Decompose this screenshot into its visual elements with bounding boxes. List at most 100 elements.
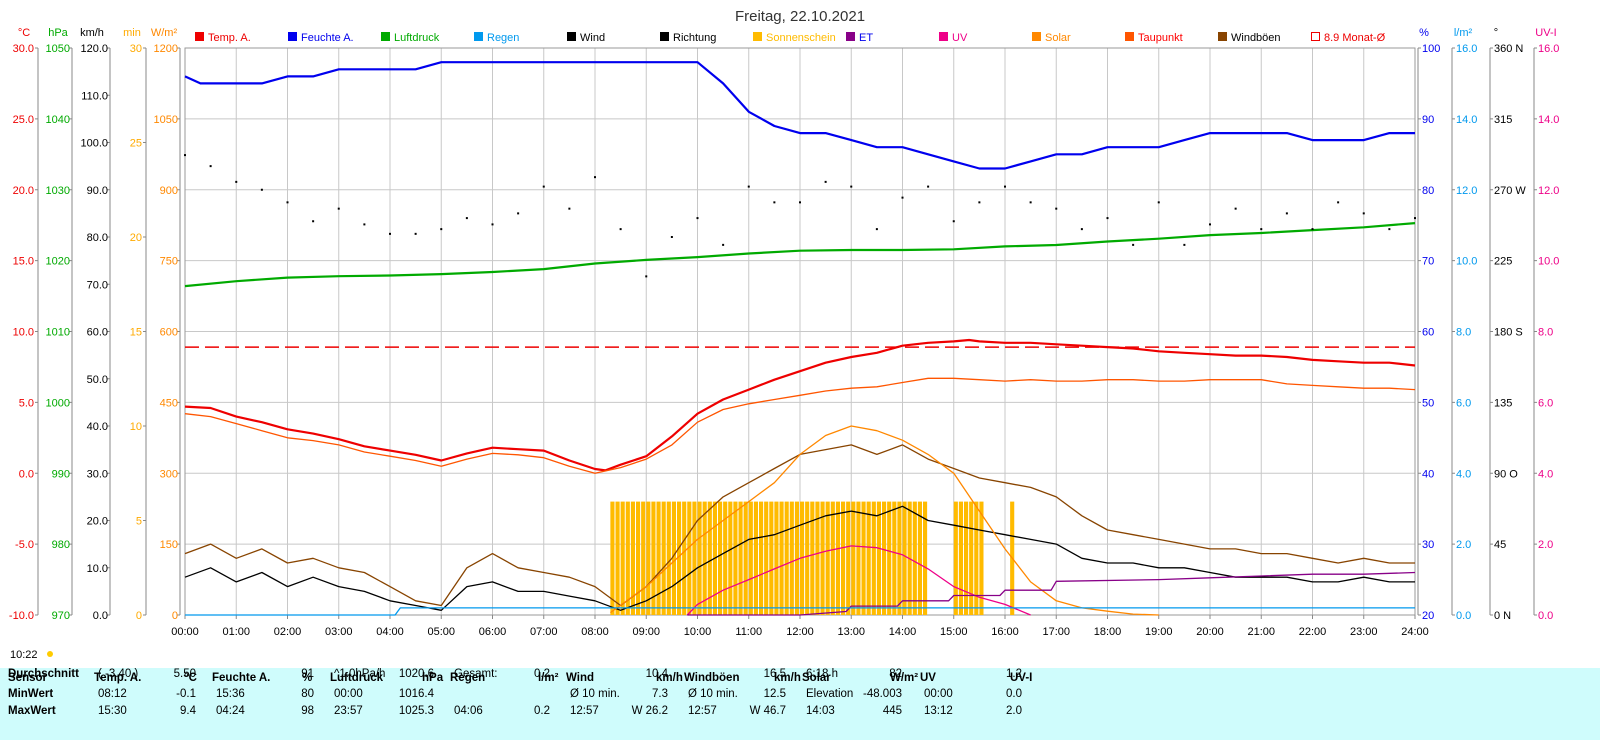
x-tick-label: 12:00 bbox=[786, 626, 814, 638]
rain-tick-label: 8.0 bbox=[1456, 327, 1471, 339]
sunshine-bar bbox=[661, 501, 666, 615]
legend-label: UV bbox=[952, 32, 968, 44]
sunshine-tick-label: 20 bbox=[130, 232, 142, 244]
rain-tick-label: 0.0 bbox=[1456, 610, 1471, 622]
solar-tick-label: 750 bbox=[160, 256, 178, 268]
sunshine-bar bbox=[912, 501, 917, 615]
pressure-tick-label: 970 bbox=[52, 610, 70, 622]
sunshine-bar bbox=[702, 501, 707, 615]
sunshine-bar bbox=[728, 501, 733, 615]
x-tick-label: 24:00 bbox=[1401, 626, 1429, 638]
wind-tick-label: 70.0 bbox=[87, 279, 108, 291]
right-axes: 100 90 80 70 60 50 40 30 20% 16.0 14.0 12.0 10.0 8.0 6… bbox=[1417, 27, 1559, 622]
humidity-tick-label: 30 bbox=[1422, 539, 1434, 551]
legend-label: ET bbox=[859, 32, 873, 44]
sunshine-bar bbox=[625, 501, 630, 615]
x-tick-label: 09:00 bbox=[632, 626, 660, 638]
sunshine-bar bbox=[958, 501, 963, 615]
direction-point bbox=[1260, 228, 1263, 231]
series-line-wind bbox=[184, 505, 1415, 611]
series-line-regen bbox=[185, 607, 1415, 616]
humidity-tick-label: 100 bbox=[1422, 43, 1440, 55]
sunshine-tick-label: 25 bbox=[130, 138, 142, 150]
sunshine-bar bbox=[820, 501, 825, 615]
solar-unit-label: W/m² bbox=[151, 27, 178, 39]
sunshine-bar bbox=[835, 501, 840, 615]
stats-value: 0.2 bbox=[534, 705, 550, 717]
stats-unit: % bbox=[302, 672, 313, 684]
sunshine-bar bbox=[789, 501, 794, 615]
direction-point bbox=[927, 185, 930, 188]
stats-value: 91 bbox=[301, 668, 314, 680]
x-tick-label: 21:00 bbox=[1247, 626, 1275, 638]
legend-swatch bbox=[288, 32, 297, 41]
sunshine-bar bbox=[841, 501, 846, 615]
temp-tick-label: 30.0 bbox=[13, 43, 34, 55]
x-tick-label: 23:00 bbox=[1350, 626, 1378, 638]
sunshine-bar bbox=[641, 501, 646, 615]
stats-value: 12.5 bbox=[763, 688, 786, 700]
x-tick-label: 06:00 bbox=[479, 626, 507, 638]
solar-tick-label: 450 bbox=[160, 397, 178, 409]
solar-tick-label: 900 bbox=[160, 185, 178, 197]
rain-tick-label: 2.0 bbox=[1456, 539, 1471, 551]
humidity-tick-label: 40 bbox=[1422, 468, 1434, 480]
direction-point bbox=[337, 207, 340, 210]
uv-unit-label: UV-I bbox=[1535, 27, 1556, 39]
direction-point bbox=[1388, 228, 1391, 231]
pressure-unit-label: hPa bbox=[48, 27, 68, 39]
series-line-uv bbox=[686, 545, 1031, 616]
stats-time: ^1.0hPa/h bbox=[334, 668, 386, 680]
uv-tick-label: 12.0 bbox=[1538, 185, 1559, 197]
solar-tick-label: 300 bbox=[160, 468, 178, 480]
sunshine-bar bbox=[815, 501, 820, 615]
humidity-tick-label: 20 bbox=[1422, 610, 1434, 622]
solar-tick-label: 1050 bbox=[154, 114, 178, 126]
stats-value: -0.1 bbox=[176, 688, 196, 700]
stats-unit: UV-I bbox=[1010, 672, 1033, 684]
legend-label: 8.9 Monat-Ø bbox=[1324, 32, 1386, 44]
rain-tick-label: 10.0 bbox=[1456, 256, 1477, 268]
stats-value: 82 bbox=[889, 668, 902, 680]
direction-point bbox=[1414, 217, 1416, 220]
x-tick-label: 18:00 bbox=[1094, 626, 1122, 638]
stats-value: 9.4 bbox=[180, 705, 196, 717]
stats-unit: °C bbox=[184, 672, 197, 684]
sunshine-bar bbox=[851, 501, 856, 615]
direction-point bbox=[1004, 185, 1006, 188]
stats-time: Gesamt: bbox=[454, 668, 498, 680]
solar-tick-label: 600 bbox=[160, 327, 178, 339]
sunshine-bar bbox=[723, 501, 728, 615]
stats-value: 1.2 bbox=[1006, 668, 1022, 680]
stats-time: 12:57 bbox=[688, 705, 717, 717]
stats-value: 98 bbox=[301, 705, 314, 717]
legend-swatch bbox=[195, 32, 204, 41]
stats-unit: l/m² bbox=[538, 672, 559, 684]
direction-point bbox=[235, 180, 238, 183]
stats-value: 0.0 bbox=[1006, 688, 1022, 700]
x-tick-label: 11:00 bbox=[735, 626, 762, 638]
sunshine-bar bbox=[620, 501, 625, 615]
direction-point bbox=[619, 228, 622, 231]
temp-tick-label: 5.0 bbox=[19, 397, 34, 409]
uv-tick-label: 4.0 bbox=[1538, 468, 1553, 480]
sunshine-bar bbox=[697, 501, 702, 615]
sunshine-bar bbox=[953, 501, 958, 615]
stats-time: Ø 10 min. bbox=[688, 688, 738, 700]
legend: Temp. A. Feuchte A. Luftdruck Regen Wind Rich… bbox=[195, 32, 1386, 44]
x-tick-label: 10:00 bbox=[684, 626, 712, 638]
stats-value: 445 bbox=[882, 705, 902, 717]
stats-header: Luftdruck bbox=[330, 672, 384, 684]
humidity-tick-label: 50 bbox=[1422, 397, 1434, 409]
sunshine-bar bbox=[682, 501, 687, 615]
wind-tick-label: 50.0 bbox=[87, 374, 108, 386]
stats-time: 04:24 bbox=[216, 705, 245, 717]
wind-tick-label: 80.0 bbox=[87, 232, 108, 244]
pressure-tick-label: 980 bbox=[52, 539, 70, 551]
stats-header: Windböen bbox=[684, 672, 740, 684]
temp-tick-label: -10.0 bbox=[9, 610, 34, 622]
stats-row-label: MaxWert bbox=[8, 705, 56, 717]
wind-tick-label: 20.0 bbox=[87, 516, 108, 528]
stats-value: W 46.7 bbox=[749, 705, 786, 717]
stats-value: 0.2 bbox=[534, 668, 550, 680]
